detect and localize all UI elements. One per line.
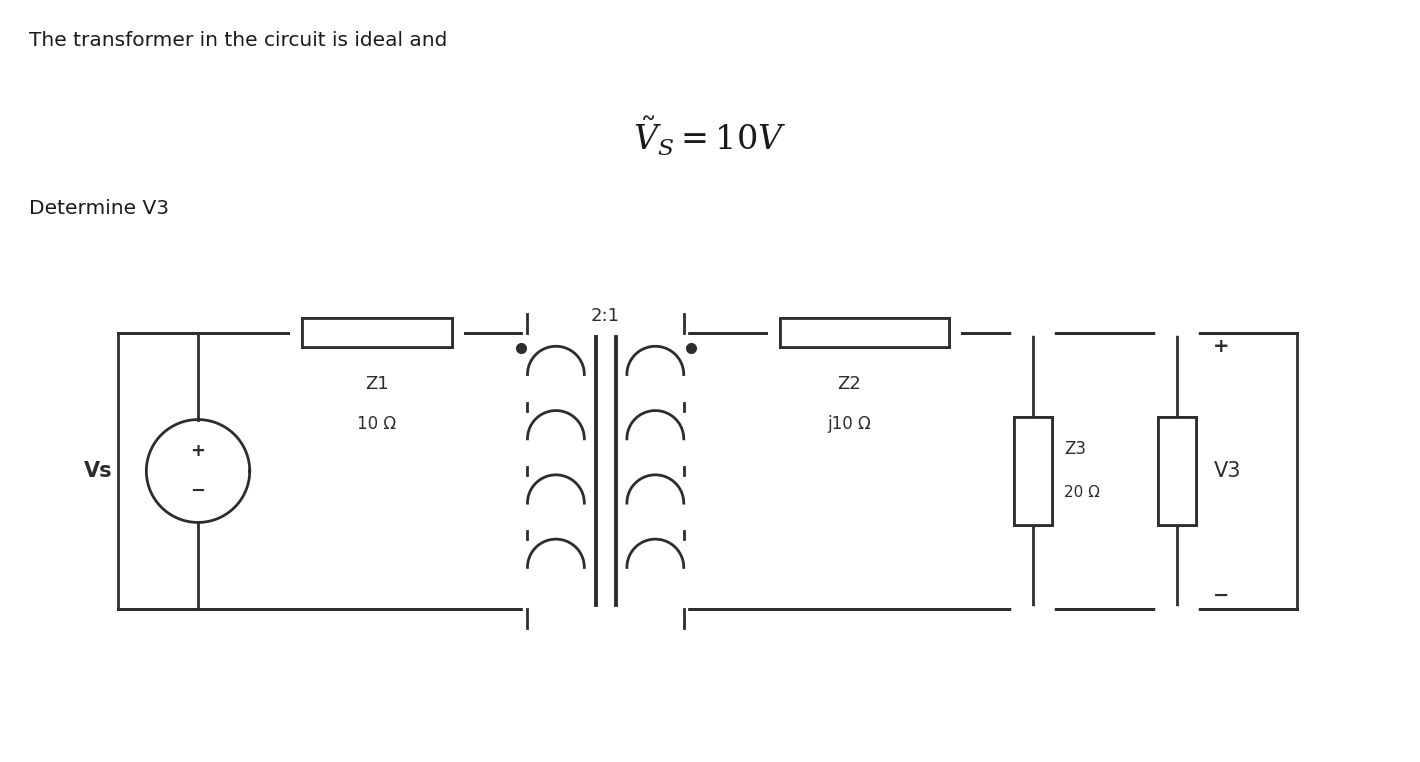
Text: $\tilde{V}_S = 10V$: $\tilde{V}_S = 10V$: [633, 115, 787, 158]
Bar: [1159, 417, 1196, 526]
Text: +: +: [190, 442, 206, 460]
Bar: [780, 318, 949, 347]
Bar: [302, 318, 452, 347]
Text: The transformer in the circuit is ideal and: The transformer in the circuit is ideal …: [28, 31, 447, 50]
Text: j10 Ω: j10 Ω: [828, 415, 870, 433]
Text: 2:1: 2:1: [591, 306, 621, 325]
Text: Vs: Vs: [84, 461, 114, 481]
Text: Z1: Z1: [365, 375, 389, 393]
Text: V3: V3: [1214, 461, 1241, 481]
Text: +: +: [1213, 338, 1230, 357]
Text: −: −: [190, 482, 206, 500]
Text: Z2: Z2: [838, 375, 861, 393]
Bar: [1014, 417, 1052, 526]
Text: 20 Ω: 20 Ω: [1064, 485, 1099, 501]
Text: −: −: [1213, 585, 1230, 604]
Text: 10 Ω: 10 Ω: [358, 415, 396, 433]
Text: Z3: Z3: [1064, 440, 1086, 458]
Text: Determine V3: Determine V3: [28, 199, 169, 218]
